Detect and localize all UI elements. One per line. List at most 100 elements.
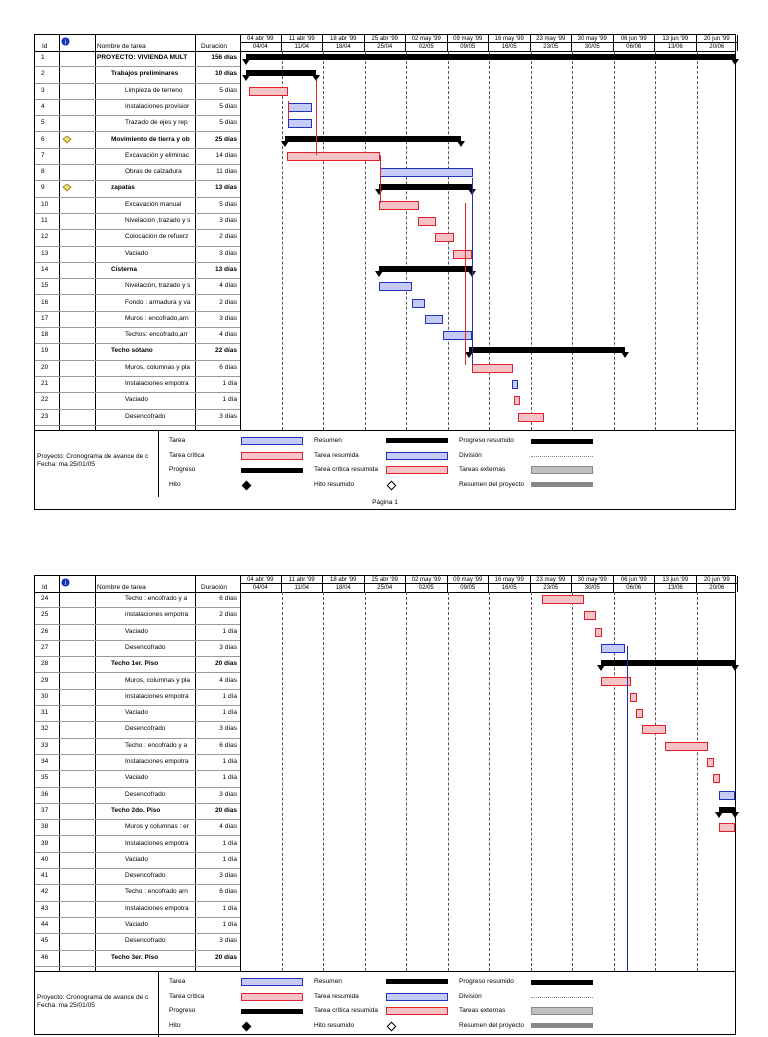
week-label: 30 may '99 (572, 576, 613, 584)
dependency-link (380, 155, 381, 203)
week-column: 04 abr '99 04/04 (240, 35, 282, 51)
table-row: 11 Nivelación ,trazado y s 3 días (35, 214, 240, 231)
duration-header: Duración (201, 584, 228, 591)
table-row: 46 Techo 3er. Piso 20 días (35, 951, 240, 967)
summary-bar (719, 806, 735, 813)
table-row: 24 Techo : encofrado y a 6 días (35, 592, 240, 609)
table-row: 22 Vaciado 1 día (35, 393, 240, 410)
table-row: 21 Instalaciones empotra 1 día (35, 377, 240, 394)
task-duration: 1 día (222, 396, 237, 404)
table-row: 12 Colocación de refuerz 2 días (35, 230, 240, 247)
legend-label: Tarea (169, 437, 186, 444)
week-column: 20 jun '99 20/06 (696, 576, 738, 592)
divider (59, 35, 60, 430)
task-duration: 2 días (219, 298, 237, 306)
task-name: Desencofrado (125, 643, 166, 651)
table-row: 41 Desencofrado 3 días (35, 869, 240, 886)
page-footer: Página 1 (372, 499, 398, 506)
name-header: Nombre de tarea (97, 43, 146, 50)
summary-bar-end (597, 665, 605, 672)
week-date: 16/05 (501, 585, 517, 591)
table-row: 1 PROYECTO: VIVIENDA MULT 156 días (35, 51, 240, 68)
svg-text:i: i (65, 38, 67, 46)
week-date: 09/05 (460, 44, 476, 50)
note-icon (62, 135, 72, 146)
week-label: 18 abr '99 (323, 576, 364, 584)
table-row: 35 Vaciado 1 día (35, 771, 240, 788)
week-label: 11 abr '99 (281, 576, 322, 584)
week-date: 04/04 (252, 585, 268, 591)
legend: Proyecto: Cronograma de avance de c Fech… (35, 971, 735, 1037)
task-duration: 3 días (219, 725, 237, 733)
dependency-link (472, 178, 473, 365)
table-row: 29 Muros, columnas y pla 4 días (35, 674, 240, 690)
legend-label: Hito (169, 480, 181, 488)
task-duration: 156 días (211, 54, 237, 61)
week-column: 25 abr '99 25/04 (364, 35, 406, 51)
task-duration: 10 días (214, 70, 237, 78)
task-name: Vaciado (125, 627, 149, 635)
week-gridline (406, 592, 407, 971)
note-icon (62, 183, 72, 194)
legend-label: Resumen (314, 437, 342, 444)
id-header: Id (42, 584, 48, 591)
summary-bar-end (242, 59, 250, 65)
week-gridline (572, 592, 573, 971)
task-name: Cisterna (111, 265, 138, 273)
critical-task-bar (636, 709, 643, 719)
week-label: 11 abr '99 (281, 35, 322, 43)
week-column: 09 may '99 09/05 (447, 576, 489, 592)
task-id: 9 (41, 184, 45, 192)
week-label: 25 abr '99 (364, 576, 405, 584)
week-column: 04 abr '99 04/04 (240, 576, 282, 592)
task-duration: 1 día (222, 692, 237, 700)
task-id: 14 (41, 265, 49, 273)
task-duration: 3 días (219, 937, 237, 945)
critical-task-bar (713, 774, 720, 784)
task-name: Limpieza de terreno (125, 86, 183, 94)
week-column: 09 may '99 09/05 (447, 35, 489, 51)
task-bar (601, 643, 625, 653)
week-column: 25 abr '99 25/04 (364, 576, 406, 592)
week-label: 13 jun '99 (655, 576, 696, 584)
task-duration: 1 día (222, 380, 237, 387)
week-date: 20/06 (709, 585, 725, 591)
week-date: 13/06 (667, 44, 683, 50)
week-column: 16 may '99 16/05 (489, 35, 531, 51)
divider (158, 431, 159, 497)
legend-swatch (531, 1022, 593, 1028)
week-date: 23/05 (543, 585, 559, 591)
task-name: Instalaciones empotra (125, 758, 189, 765)
summary-bar-end (312, 75, 320, 82)
task-id: 39 (41, 839, 49, 847)
task-bar (380, 168, 473, 178)
task-name: Instalaciones empotra (125, 692, 189, 700)
task-name: zapatas (111, 184, 135, 192)
week-label: 09 may '99 (447, 576, 488, 584)
table-row: 9 zapatas 13 días (35, 181, 240, 198)
task-name: Techo 3er. Piso (111, 953, 159, 961)
task-id: 43 (41, 904, 49, 912)
task-id: 11 (41, 217, 48, 224)
divider (240, 576, 241, 971)
legend-swatch (531, 996, 593, 998)
task-id: 38 (41, 823, 49, 831)
week-date: 09/05 (460, 585, 476, 591)
week-date: 13/06 (667, 585, 683, 591)
task-duration: 2 días (219, 233, 237, 241)
week-column: 06 jun '99 06/06 (613, 576, 655, 592)
legend-label: Tarea crítica resumida (314, 1007, 378, 1014)
week-gridline (696, 592, 698, 971)
week-date: 11/04 (294, 44, 310, 50)
task-id: 16 (41, 298, 49, 306)
week-column: 18 abr '99 18/04 (323, 35, 365, 51)
week-label: 13 jun '99 (655, 35, 696, 43)
task-duration: 22 días (214, 347, 237, 355)
divider (59, 576, 60, 971)
table-row: 6 Movimiento de tierra y ob 25 días (35, 133, 240, 149)
week-label: 02 may '99 (406, 576, 447, 584)
info-icon: i (61, 578, 70, 589)
week-label: 23 may '99 (530, 576, 571, 584)
milestone-icon (241, 480, 252, 490)
task-name: Desencofrado (125, 412, 166, 420)
